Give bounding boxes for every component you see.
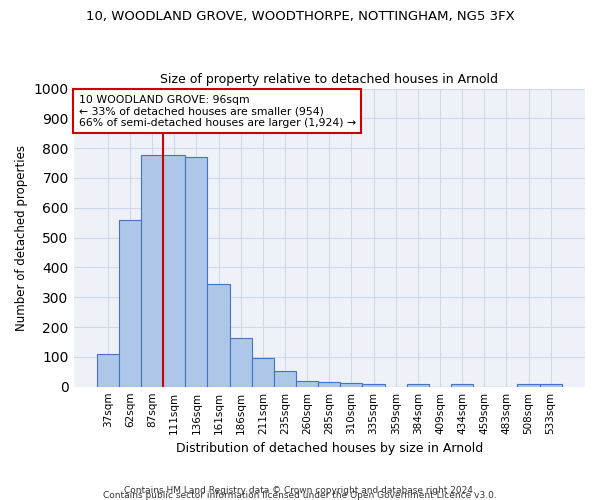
Bar [451,384,473,386]
Title: Size of property relative to detached houses in Arnold: Size of property relative to detached ho… [160,73,498,86]
Bar [163,154,185,386]
Bar [407,384,429,386]
Bar [362,384,385,386]
Bar [318,382,340,386]
Y-axis label: Number of detached properties: Number of detached properties [15,144,28,330]
Bar [517,384,539,386]
Bar [97,354,119,386]
Bar [141,154,163,386]
Bar [296,380,318,386]
Bar [230,338,252,386]
Bar [340,383,362,386]
Text: 10, WOODLAND GROVE, WOODTHORPE, NOTTINGHAM, NG5 3FX: 10, WOODLAND GROVE, WOODTHORPE, NOTTINGH… [86,10,514,23]
Text: Contains HM Land Registry data © Crown copyright and database right 2024.: Contains HM Land Registry data © Crown c… [124,486,476,495]
X-axis label: Distribution of detached houses by size in Arnold: Distribution of detached houses by size … [176,442,483,455]
Bar [539,384,562,386]
Text: 10 WOODLAND GROVE: 96sqm
← 33% of detached houses are smaller (954)
66% of semi-: 10 WOODLAND GROVE: 96sqm ← 33% of detach… [79,94,356,128]
Bar [208,284,230,386]
Text: Contains public sector information licensed under the Open Government Licence v3: Contains public sector information licen… [103,490,497,500]
Bar [119,220,141,386]
Bar [185,157,208,386]
Bar [252,358,274,386]
Bar [274,370,296,386]
